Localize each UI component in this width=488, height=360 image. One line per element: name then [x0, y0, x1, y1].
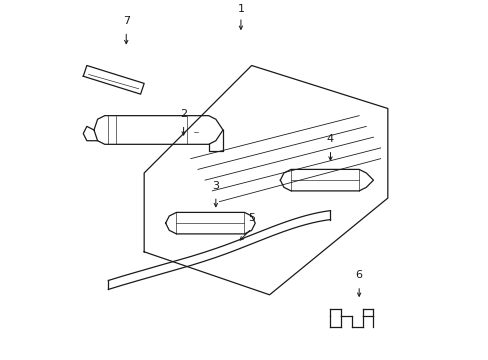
Text: 1: 1: [237, 4, 244, 14]
Text: 2: 2: [180, 109, 187, 119]
Text: 3: 3: [212, 181, 219, 191]
Text: 7: 7: [122, 16, 129, 26]
Text: 4: 4: [326, 134, 333, 144]
Text: 6: 6: [355, 270, 362, 280]
Text: 5: 5: [247, 213, 255, 223]
